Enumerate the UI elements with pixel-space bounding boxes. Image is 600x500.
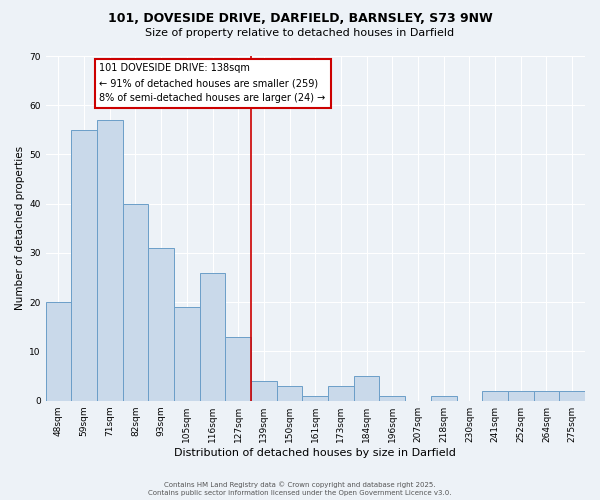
Bar xyxy=(226,336,251,400)
Bar xyxy=(200,272,226,400)
Text: Contains public sector information licensed under the Open Government Licence v3: Contains public sector information licen… xyxy=(148,490,452,496)
Bar xyxy=(122,204,148,400)
Bar xyxy=(97,120,122,400)
Bar xyxy=(148,248,174,400)
X-axis label: Distribution of detached houses by size in Darfield: Distribution of detached houses by size … xyxy=(175,448,456,458)
Y-axis label: Number of detached properties: Number of detached properties xyxy=(15,146,25,310)
Bar xyxy=(328,386,354,400)
Text: 101, DOVESIDE DRIVE, DARFIELD, BARNSLEY, S73 9NW: 101, DOVESIDE DRIVE, DARFIELD, BARNSLEY,… xyxy=(107,12,493,26)
Bar xyxy=(482,391,508,400)
Bar xyxy=(559,391,585,400)
Text: 101 DOVESIDE DRIVE: 138sqm
← 91% of detached houses are smaller (259)
8% of semi: 101 DOVESIDE DRIVE: 138sqm ← 91% of deta… xyxy=(100,64,326,103)
Bar xyxy=(46,302,71,400)
Bar xyxy=(174,307,200,400)
Bar xyxy=(71,130,97,400)
Bar xyxy=(277,386,302,400)
Text: Size of property relative to detached houses in Darfield: Size of property relative to detached ho… xyxy=(145,28,455,38)
Bar xyxy=(251,381,277,400)
Bar xyxy=(379,396,405,400)
Bar xyxy=(533,391,559,400)
Bar xyxy=(354,376,379,400)
Text: Contains HM Land Registry data © Crown copyright and database right 2025.: Contains HM Land Registry data © Crown c… xyxy=(164,481,436,488)
Bar xyxy=(508,391,533,400)
Bar xyxy=(302,396,328,400)
Bar xyxy=(431,396,457,400)
